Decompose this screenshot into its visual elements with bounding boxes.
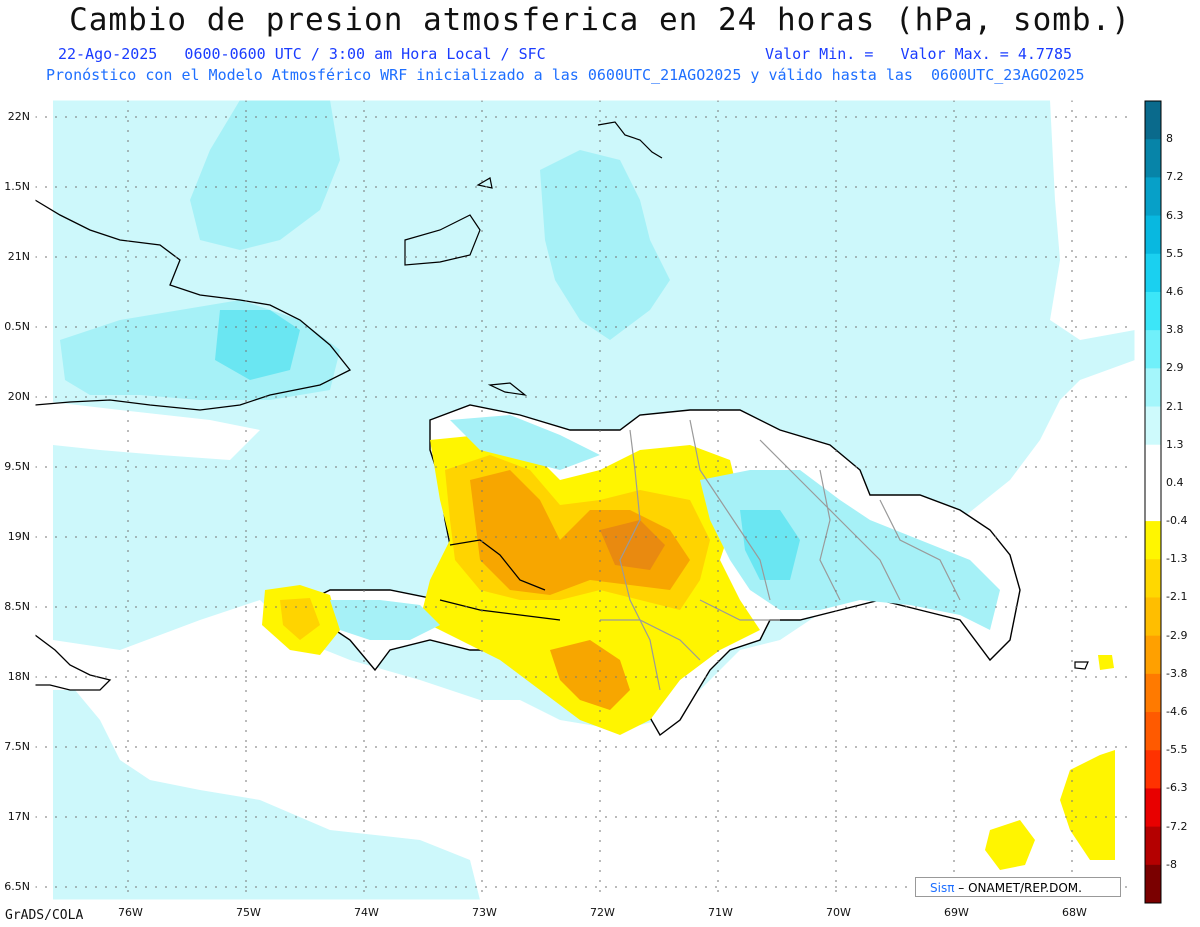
graticule (35, 100, 1135, 900)
blue-anomaly-dr-core (740, 510, 800, 580)
colorbar-swatch (1145, 864, 1161, 904)
colorbar-swatch (1145, 750, 1161, 789)
colorbar-label: 2.9 (1166, 361, 1184, 375)
blue-patch-north (190, 100, 340, 250)
colorbar-label: -6.3 (1166, 781, 1188, 795)
colorbar-label: -3.8 (1166, 666, 1188, 680)
province-borders (600, 419, 961, 691)
yellow-patch-south-island (985, 820, 1035, 870)
colorbar-label: 8 (1166, 132, 1173, 146)
lat-label: 8.5N (4, 600, 30, 613)
colorbar-label: -7.2 (1166, 819, 1188, 833)
lon-label: 69W (944, 906, 969, 919)
lat-label: 20N (7, 390, 30, 403)
blue-anomaly-south-peninsula (330, 600, 440, 640)
lon-label: 68W (1062, 906, 1087, 919)
colorbar-label: -0.4 (1166, 514, 1188, 528)
yellow-patch-southeast (1060, 750, 1115, 860)
darkorange-anomaly-core (600, 520, 665, 570)
colorbar-swatch (1145, 521, 1161, 560)
blue-patch-bahamas (540, 150, 670, 340)
lon-label: 72W (590, 906, 615, 919)
colorbar-frame (1144, 100, 1162, 904)
colorbar-swatch (1145, 101, 1161, 140)
colorbar-label: -8 (1166, 857, 1177, 871)
colorbar-swatch (1145, 330, 1161, 369)
haiti-coast-detail (439, 539, 561, 621)
lon-label: 71W (708, 906, 733, 919)
lon-label: 74W (354, 906, 379, 919)
colorbar-label: 4.6 (1166, 284, 1184, 298)
puerto-rico-speck (1074, 661, 1089, 670)
colorbar-swatch (1145, 139, 1161, 178)
credit-text: – ONAMET/REP.DOM. (958, 881, 1082, 895)
software-credit: GrADS/COLA (5, 908, 84, 923)
subtitle-values: Valor Min. = Valor Max. = 4.7785 (765, 45, 1073, 63)
turks-caicos (487, 382, 528, 396)
colorbar-swatch (1145, 826, 1161, 866)
lat-label: 22N (7, 110, 30, 123)
lat-label: 6.5N (4, 880, 30, 893)
colorbar-label: 5.5 (1166, 246, 1184, 260)
source-credit: Sisπ – ONAMET/REP.DOM. (915, 877, 1121, 897)
lat-label: 7.5N (4, 740, 30, 753)
colorbar-swatch (1145, 673, 1161, 713)
orange-anomaly-south (550, 640, 630, 710)
colorbar-label: 1.3 (1166, 437, 1184, 451)
cuba-coast (34, 199, 352, 411)
colorbar-swatch (1145, 368, 1161, 408)
subtitle-model: Pronóstico con el Modelo Atmosférico WRF… (46, 66, 1085, 84)
colorbar-swatch (1145, 635, 1161, 675)
lat-label: 19N (7, 530, 30, 543)
blue-anomaly-north-haiti (450, 415, 600, 470)
brand-logo-text: Sisπ (930, 881, 955, 895)
colorbar-swatch (1145, 177, 1161, 217)
colorbar-swatch (1145, 788, 1161, 828)
lat-label: 0.5N (4, 320, 30, 333)
colorbar-label: 0.4 (1166, 475, 1184, 489)
gold-blob-west-peninsula (280, 598, 320, 640)
lat-label: 17N (7, 810, 30, 823)
colorbar-label: 2.1 (1166, 399, 1184, 413)
lat-label: 9.5N (4, 460, 30, 473)
neutral-region-south (53, 360, 1135, 900)
lon-label: 73W (472, 906, 497, 919)
map-frame (34, 99, 1136, 901)
map-edge-left (35, 100, 53, 900)
bahamas-island-a (404, 214, 481, 266)
map-title: Cambio de presion atmosferica en 24 hora… (69, 2, 1131, 38)
colorbar-swatch (1145, 253, 1161, 293)
colorbar-label: 7.2 (1166, 170, 1184, 184)
lat-label: 1.5N (4, 180, 30, 193)
colorbar-swatch (1145, 215, 1161, 255)
colorbar-swatch (1145, 444, 1161, 484)
lat-label: 18N (7, 670, 30, 683)
neutral-region-west-coast (35, 400, 260, 460)
colorbar-swatch (1145, 559, 1161, 598)
colorbar-swatch (1145, 597, 1161, 637)
yellow-patch-east-speck (1098, 655, 1114, 670)
lat-label: 21N (7, 250, 30, 263)
bahamas-island-b (597, 121, 663, 159)
lon-label: 70W (826, 906, 851, 919)
colorbar-label: -2.9 (1166, 628, 1188, 642)
colorbar-label: -4.6 (1166, 705, 1188, 719)
colorbar-label: -5.5 (1166, 743, 1188, 757)
colorbar-label: -2.1 (1166, 590, 1188, 604)
subtitle-date: 22-Ago-2025 0600-0600 UTC / 3:00 am Hora… (58, 45, 546, 63)
colorbar-label: 6.3 (1166, 208, 1184, 222)
lon-label: 75W (236, 906, 261, 919)
colorbar-swatch (1145, 291, 1161, 331)
lon-label: 76W (118, 906, 143, 919)
neutral-region-northeast (1050, 100, 1135, 340)
colorbar-swatch (1145, 406, 1161, 446)
jamaica-coast (34, 634, 112, 691)
colorbar-label: -1.3 (1166, 552, 1188, 566)
colorbar (1144, 100, 1162, 904)
colorbar-swatch (1145, 712, 1161, 751)
colorbar-label: 3.8 (1166, 323, 1184, 337)
colorbar-swatch (1145, 482, 1161, 522)
